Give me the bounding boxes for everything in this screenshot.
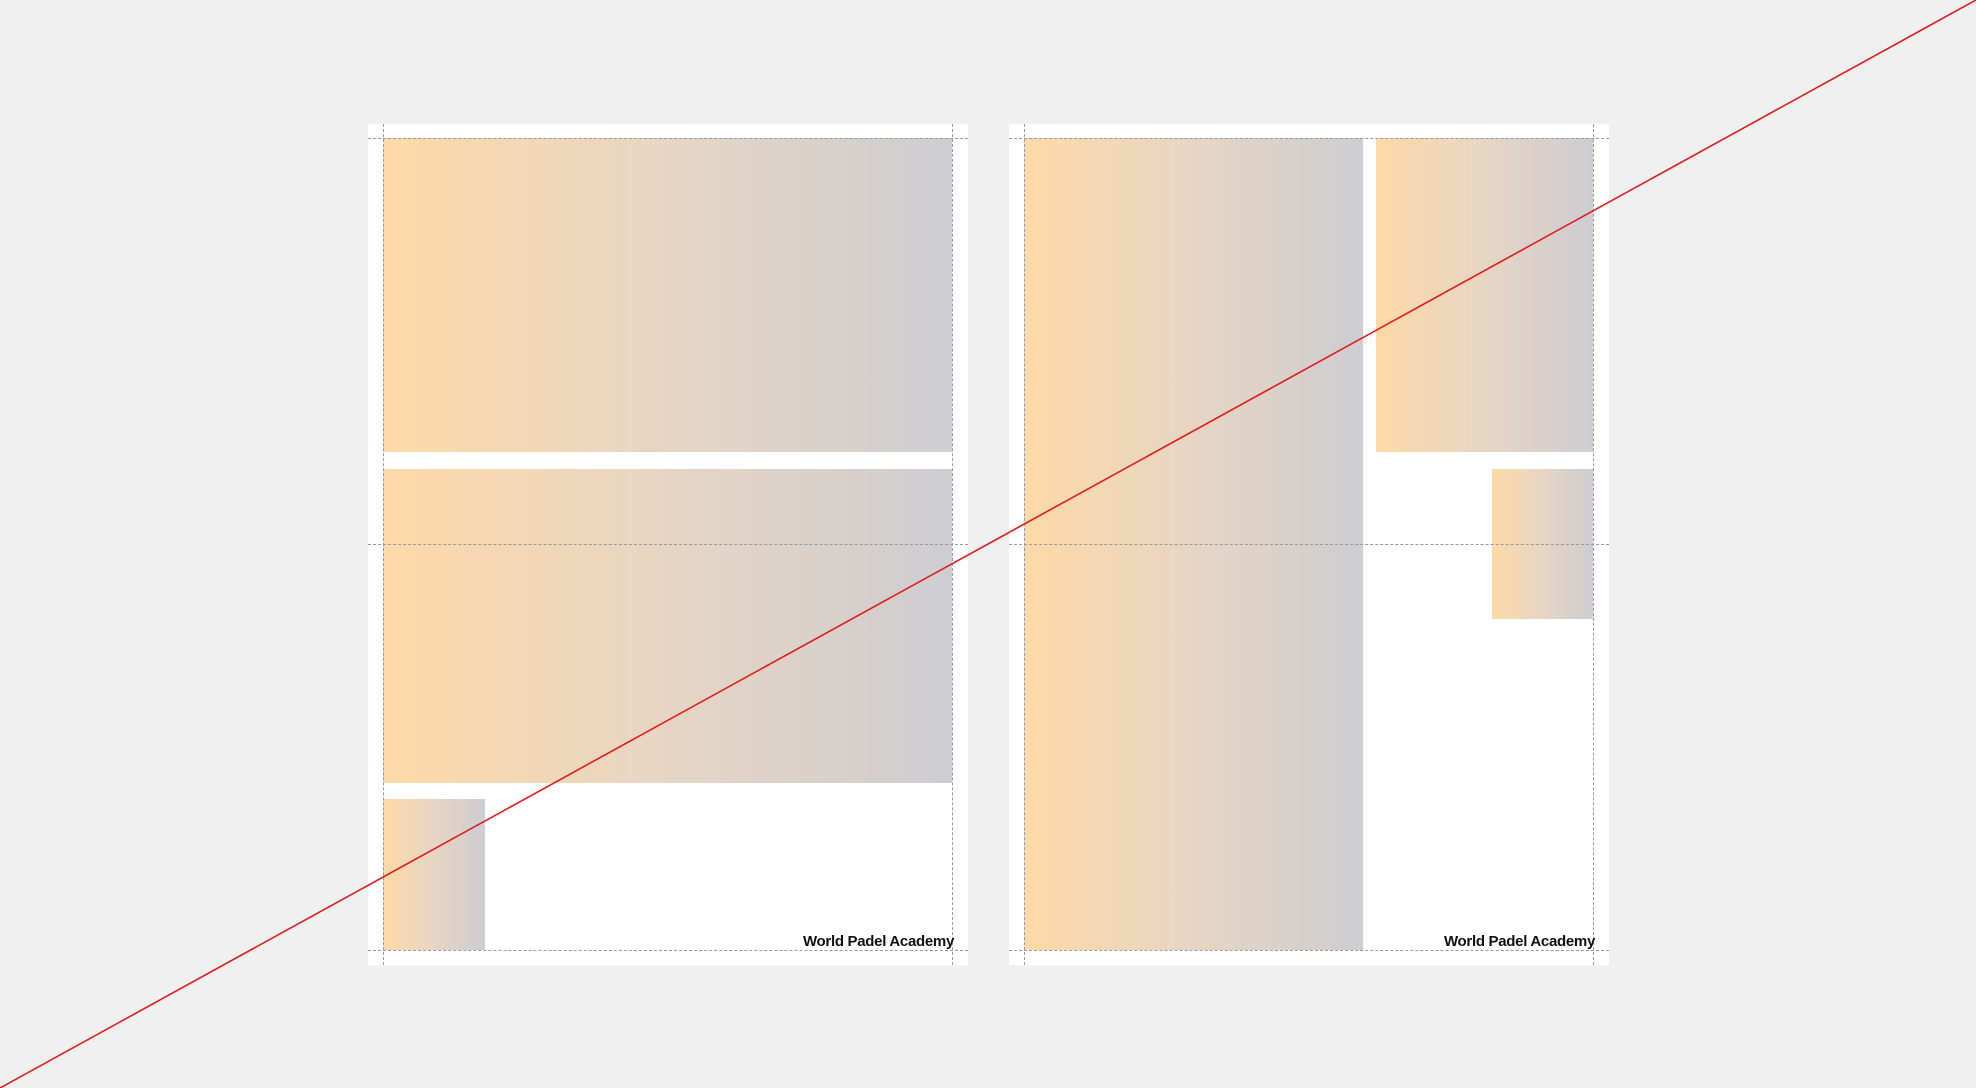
brand-label: World Padel Academy xyxy=(802,933,954,950)
guide-line-bottom xyxy=(368,950,968,951)
guide-line-center xyxy=(368,544,968,545)
guide-line-left xyxy=(383,124,384,965)
page-right: World Padel Academy xyxy=(1009,124,1609,965)
image-block-small xyxy=(383,799,485,950)
page-left: World Padel Academy xyxy=(368,124,968,965)
image-block-top xyxy=(383,138,952,452)
guide-line-right xyxy=(952,124,953,965)
image-block-top-right xyxy=(1376,138,1593,452)
guide-line-top xyxy=(1009,138,1609,139)
guide-line-center xyxy=(1009,544,1609,545)
image-block-middle xyxy=(383,469,952,783)
guide-line-top xyxy=(368,138,968,139)
guide-line-bottom xyxy=(1009,950,1609,951)
guide-line-left xyxy=(1024,124,1025,965)
brand-label: World Padel Academy xyxy=(1443,933,1595,950)
guide-line-right xyxy=(1593,124,1594,965)
